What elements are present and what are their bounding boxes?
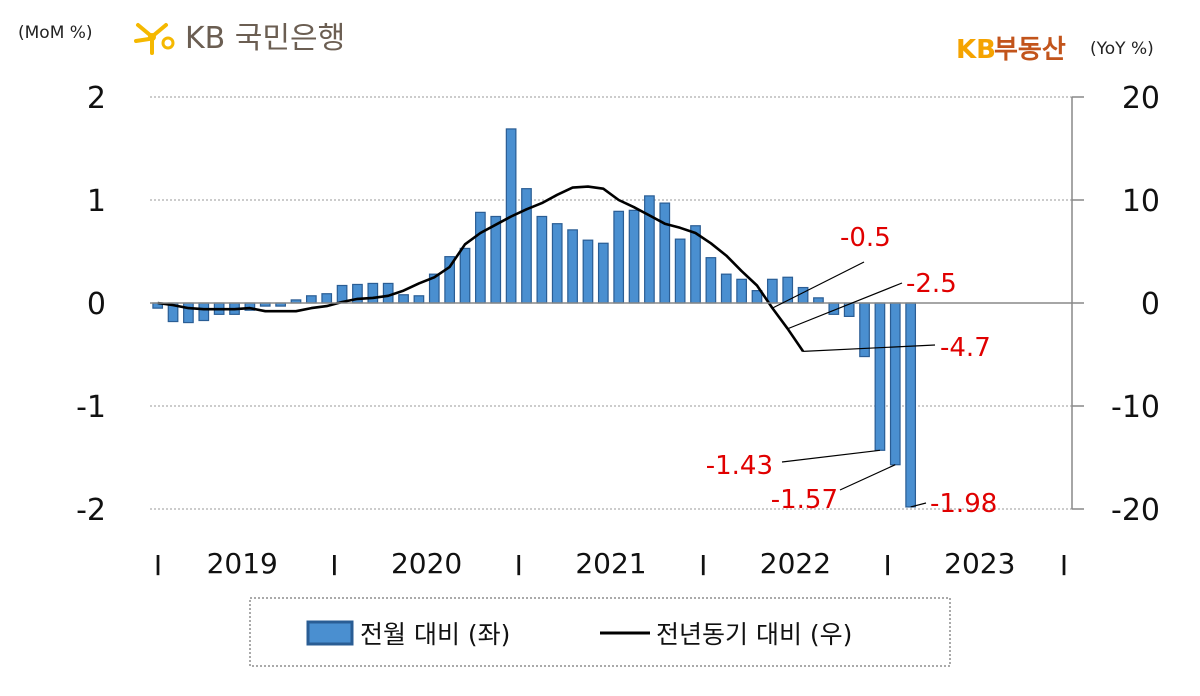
bank-logo: KB 국민은행 [134,21,345,56]
bar-48 [889,302,901,466]
bar-27 [567,229,578,304]
annotation-label-3: -1.43 [706,451,773,481]
yoy-line [157,185,805,353]
bar-24 [521,188,532,304]
annotation-leader-3 [781,449,880,463]
bar-3 [198,302,210,322]
bar-40 [766,278,778,304]
bar-25 [536,215,548,304]
left-axis-unit: (MoM %) [18,23,93,43]
bar-37 [720,273,732,304]
right-tick-label-4: -20 [1111,493,1160,528]
year-label-0: 2019 [207,547,278,580]
bar-2 [183,302,194,324]
year-label-3: 2022 [760,547,831,580]
bar-series [152,128,917,508]
legend-line-label: 전년동기 대비 (우) [656,620,852,649]
annotation-leader-4 [839,464,896,491]
bar-35 [690,225,701,304]
bar-47 [874,302,886,451]
year-separator-1: I [330,549,338,582]
bar-33 [659,202,671,304]
bar-10 [305,295,317,304]
bar-49 [905,302,917,508]
annotation-leader-0 [772,261,865,309]
year-label-1: 2020 [391,547,462,580]
right-tick-label-2: 0 [1141,287,1160,322]
bar-14 [367,282,379,304]
legend: 전월 대비 (좌) 전년동기 대비 (우) [249,597,951,667]
annotation-label-5: -1.98 [930,489,997,519]
bar-36 [705,257,717,304]
brand-prefix: KB [956,35,996,65]
bar-15 [382,282,394,304]
bar-32 [644,195,655,304]
axes: 2 20 1 10 0 0 -1 -10 -2 -20 I I I I I I 2019 2020 2021 2022… [76,81,1160,582]
annotation-label-2: -4.7 [940,333,991,363]
bar-22 [490,215,502,304]
left-tick-label-2: 0 [87,287,106,322]
bar-16 [398,294,409,304]
bar-29 [597,242,609,304]
year-separator-4: I [883,549,891,582]
bar-43 [813,297,824,304]
left-tick-label-3: -1 [76,390,106,425]
annotation-label-1: -2.5 [906,269,957,299]
year-label-4: 2023 [944,547,1015,580]
bar-42 [797,286,809,304]
kb-star-icon [134,23,175,55]
bar-28 [582,239,594,304]
annotation-leader-5 [910,502,927,508]
bar-30 [613,210,625,304]
bar-38 [736,278,747,304]
brand-suffix: 부동산 [994,35,1066,65]
line-series [157,185,805,353]
legend-bar-swatch [306,620,354,646]
bar-17 [413,295,425,304]
annotation-leader-1 [787,282,903,330]
year-separator-2: I [515,549,523,582]
bar-26 [551,223,563,304]
annotation-label-0: -0.5 [840,223,891,253]
bar-21 [475,211,486,304]
left-tick-label-1: 1 [87,184,106,219]
right-axis-unit: (YoY %) [1090,39,1154,59]
left-tick-label-0: 2 [87,81,106,116]
year-separator-3: I [699,549,707,582]
gridlines [150,96,1072,510]
bar-20 [459,247,471,304]
bar-31 [628,209,640,304]
bar-11 [321,293,333,304]
bank-logo-text: KB 국민은행 [185,21,345,56]
annotation-leader-2 [803,344,936,353]
annotations: -0.5 -2.5 -4.7 -1.43 -1.57 -1.98 [706,223,998,519]
left-tick-label-4: -2 [76,493,106,528]
legend-bar-label: 전월 대비 (좌) [360,620,510,649]
right-tick-label-1: 10 [1122,184,1160,219]
annotation-label-4: -1.57 [771,485,838,515]
bar-34 [674,238,686,304]
right-tick-label-3: -10 [1111,390,1160,425]
right-tick-label-0: 20 [1122,81,1160,116]
year-separator-5: I [1060,549,1068,582]
year-separator-0: I [154,549,162,582]
brand-logo: KB 부동산 [956,35,1066,65]
year-label-2: 2021 [575,547,646,580]
